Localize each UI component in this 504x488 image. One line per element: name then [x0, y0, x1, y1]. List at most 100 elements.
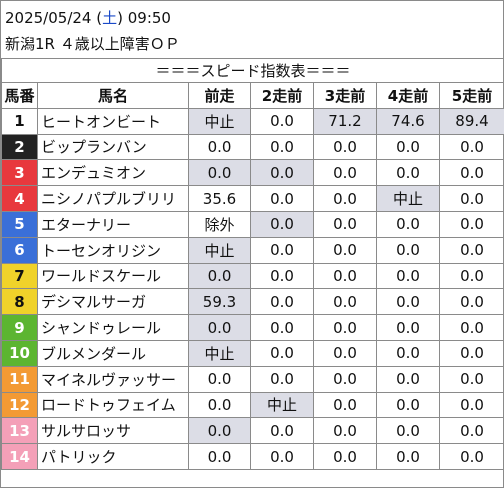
- speed-index-cell: 0.0: [313, 417, 377, 445]
- speed-index-cell: 0.0: [250, 262, 314, 290]
- speed-index-cell: 0.0: [188, 262, 251, 290]
- horse-name: パトリック: [37, 443, 189, 470]
- speed-index-cell: 0.0: [376, 443, 440, 470]
- table-row: 9 シャンドゥレール 0.0 0.0 0.0 0.0 0.0: [1, 314, 504, 341]
- speed-index-cell: 中止: [250, 391, 314, 419]
- speed-index-cell: 89.4: [438, 107, 504, 135]
- table-row: 3 エンデュミオン 0.0 0.0 0.0 0.0 0.0: [1, 159, 504, 187]
- col-header-number: 馬番: [1, 82, 38, 109]
- speed-index-cell: 0.0: [376, 391, 440, 419]
- race-date: 2025/05/24: [5, 9, 92, 27]
- speed-index-cell: 0.0: [438, 210, 504, 238]
- speed-index-cell: 0.0: [438, 288, 504, 316]
- horse-number: 5: [1, 210, 38, 238]
- speed-index-cell: 0.0: [188, 314, 251, 341]
- speed-index-cell: 0.0: [313, 159, 377, 187]
- horse-name: シャンドゥレール: [37, 314, 189, 341]
- speed-index-cell: 0.0: [250, 210, 314, 238]
- horse-number: 2: [1, 133, 38, 161]
- speed-index-cell: 74.6: [376, 107, 440, 135]
- horse-name: マイネルヴァッサー: [37, 365, 189, 393]
- speed-index-table: ＝＝＝スピード指数表＝＝＝ 馬番 馬名 前走 2走前 3走前 4走前 5走前 1…: [0, 58, 504, 470]
- speed-index-cell: 除外: [188, 210, 251, 238]
- col-header-5-races-ago: 5走前: [438, 82, 504, 109]
- horse-number: 3: [1, 159, 38, 187]
- speed-index-cell: 0.0: [376, 236, 440, 264]
- horse-number: 1: [1, 107, 38, 135]
- horse-number: 14: [1, 443, 38, 470]
- speed-index-cell: 0.0: [438, 391, 504, 419]
- horse-number: 8: [1, 288, 38, 316]
- speed-index-cell: 0.0: [313, 314, 377, 341]
- speed-index-cell: 0.0: [438, 236, 504, 264]
- speed-index-cell: 0.0: [250, 339, 314, 367]
- speed-index-cell: 71.2: [313, 107, 377, 135]
- speed-index-cell: 0.0: [313, 133, 377, 161]
- speed-index-cell: 0.0: [188, 417, 251, 445]
- table-title: ＝＝＝スピード指数表＝＝＝: [0, 58, 504, 83]
- table-row: 7 ワールドスケール 0.0 0.0 0.0 0.0 0.0: [1, 262, 504, 290]
- col-header-2-races-ago: 2走前: [250, 82, 314, 109]
- table-row: 8 デシマルサーガ 59.3 0.0 0.0 0.0 0.0: [1, 288, 504, 316]
- speed-index-cell: 59.3: [188, 288, 251, 316]
- speed-index-cell: 0.0: [250, 314, 314, 341]
- horse-number: 13: [1, 417, 38, 445]
- speed-index-cell: 0.0: [250, 417, 314, 445]
- speed-index-cell: 0.0: [376, 210, 440, 238]
- speed-index-cell: 0.0: [188, 365, 251, 393]
- speed-index-cell: 0.0: [250, 133, 314, 161]
- horse-number: 12: [1, 391, 38, 419]
- speed-index-cell: 0.0: [313, 365, 377, 393]
- horse-number: 6: [1, 236, 38, 264]
- speed-index-cell: 0.0: [188, 133, 251, 161]
- race-title: 新潟1R ４歳以上障害ＯＰ: [5, 35, 180, 53]
- horse-name: ワールドスケール: [37, 262, 189, 290]
- horse-name: ニシノパプルブリリ: [37, 185, 189, 212]
- speed-index-cell: 0.0: [250, 107, 314, 135]
- speed-index-cell: 0.0: [376, 417, 440, 445]
- speed-index-cell: 0.0: [438, 314, 504, 341]
- speed-index-cell: 中止: [188, 107, 251, 135]
- table-row: 6 トーセンオリジン 中止 0.0 0.0 0.0 0.0: [1, 236, 504, 264]
- speed-index-cell: 0.0: [250, 365, 314, 393]
- speed-index-cell: 0.0: [250, 185, 314, 212]
- horse-name: サルサロッサ: [37, 417, 189, 445]
- speed-index-cell: 0.0: [313, 210, 377, 238]
- speed-index-cell: 35.6: [188, 185, 251, 212]
- horse-name: ロードトゥフェイム: [37, 391, 189, 419]
- speed-index-cell: 0.0: [250, 236, 314, 264]
- speed-index-cell: 0.0: [438, 262, 504, 290]
- horse-name: エンデュミオン: [37, 159, 189, 187]
- col-header-name: 馬名: [37, 82, 189, 109]
- speed-index-cell: 0.0: [438, 339, 504, 367]
- speed-index-cell: 0.0: [376, 133, 440, 161]
- horse-name: ヒートオンビート: [37, 107, 189, 135]
- speed-index-cell: 0.0: [376, 339, 440, 367]
- table-header-row: 馬番 馬名 前走 2走前 3走前 4走前 5走前: [1, 82, 504, 109]
- horse-name: ビップランバン: [37, 133, 189, 161]
- horse-number: 4: [1, 185, 38, 212]
- table-row: 1 ヒートオンビート 中止 0.0 71.2 74.6 89.4: [1, 107, 504, 135]
- speed-index-cell: 0.0: [313, 288, 377, 316]
- horse-number: 10: [1, 339, 38, 367]
- table-row: 4 ニシノパプルブリリ 35.6 0.0 0.0 中止 0.0: [1, 185, 504, 212]
- speed-index-cell: 0.0: [376, 159, 440, 187]
- table-row: 13 サルサロッサ 0.0 0.0 0.0 0.0 0.0: [1, 417, 504, 445]
- horse-number: 11: [1, 365, 38, 393]
- horse-name: デシマルサーガ: [37, 288, 189, 316]
- speed-index-cell: 0.0: [188, 391, 251, 419]
- horse-name: エターナリー: [37, 210, 189, 238]
- speed-index-cell: 0.0: [438, 159, 504, 187]
- table-row: 5 エターナリー 除外 0.0 0.0 0.0 0.0: [1, 210, 504, 238]
- speed-index-cell: 0.0: [438, 417, 504, 445]
- speed-index-cell: 0.0: [313, 443, 377, 470]
- col-header-4-races-ago: 4走前: [376, 82, 440, 109]
- table-row: 10 ブルメンダール 中止 0.0 0.0 0.0 0.0: [1, 339, 504, 367]
- race-datetime: 2025/05/24 (土) 09:50: [5, 9, 171, 27]
- speed-index-cell: 0.0: [188, 159, 251, 187]
- col-header-3-races-ago: 3走前: [313, 82, 377, 109]
- table-row: 2 ビップランバン 0.0 0.0 0.0 0.0 0.0: [1, 133, 504, 161]
- speed-index-cell: 0.0: [250, 159, 314, 187]
- speed-index-cell: 0.0: [438, 133, 504, 161]
